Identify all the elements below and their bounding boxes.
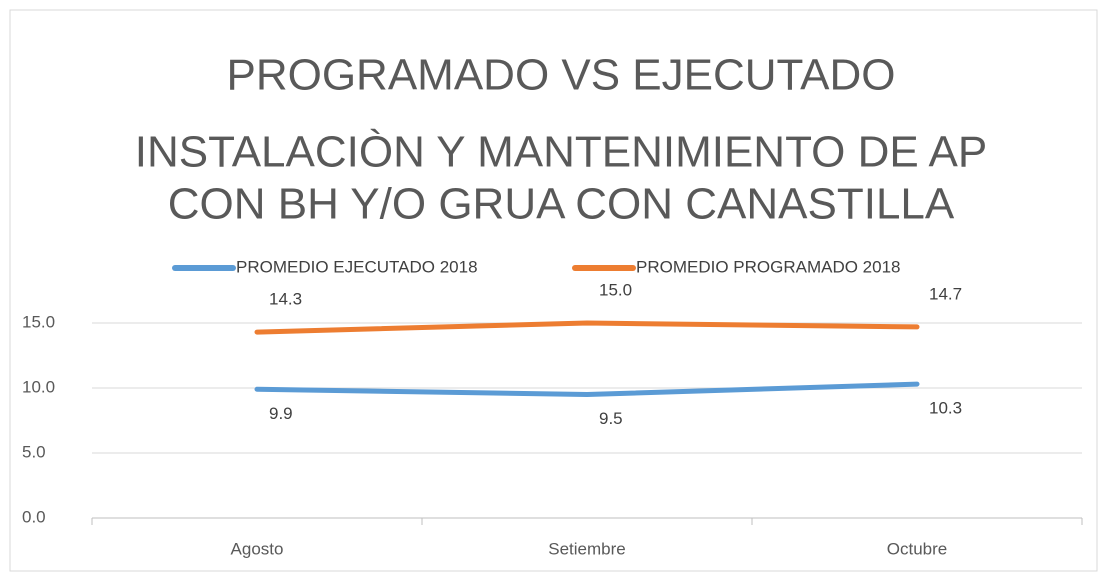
data-label: 14.3: [269, 290, 302, 309]
y-tick-label: 10.0: [22, 377, 55, 396]
chart-title: INSTALACIÒN Y MANTENIMIENTO DE AP: [135, 128, 987, 177]
data-label: 9.9: [269, 404, 293, 423]
x-tick-label: Octubre: [887, 539, 947, 558]
series-line: [254, 320, 920, 335]
legend-label: PROMEDIO EJECUTADO 2018: [236, 257, 478, 276]
chart-title: PROGRAMADO VS EJECUTADO: [226, 51, 895, 100]
y-tick-label: 0.0: [22, 507, 46, 526]
data-label: 9.5: [599, 409, 623, 428]
data-label: 10.3: [929, 399, 962, 418]
y-tick-label: 15.0: [22, 312, 55, 331]
x-tick-label: Agosto: [231, 539, 284, 558]
chart-border: [9, 9, 1098, 572]
legend-label: PROMEDIO PROGRAMADO 2018: [636, 257, 901, 276]
data-label: 15.0: [599, 280, 632, 299]
y-tick-label: 5.0: [22, 442, 46, 461]
series-line: [254, 381, 920, 397]
x-tick-label: Setiembre: [548, 539, 625, 558]
chart-title: CON BH Y/O GRUA CON CANASTILLA: [168, 180, 955, 229]
data-label: 14.7: [929, 284, 962, 303]
